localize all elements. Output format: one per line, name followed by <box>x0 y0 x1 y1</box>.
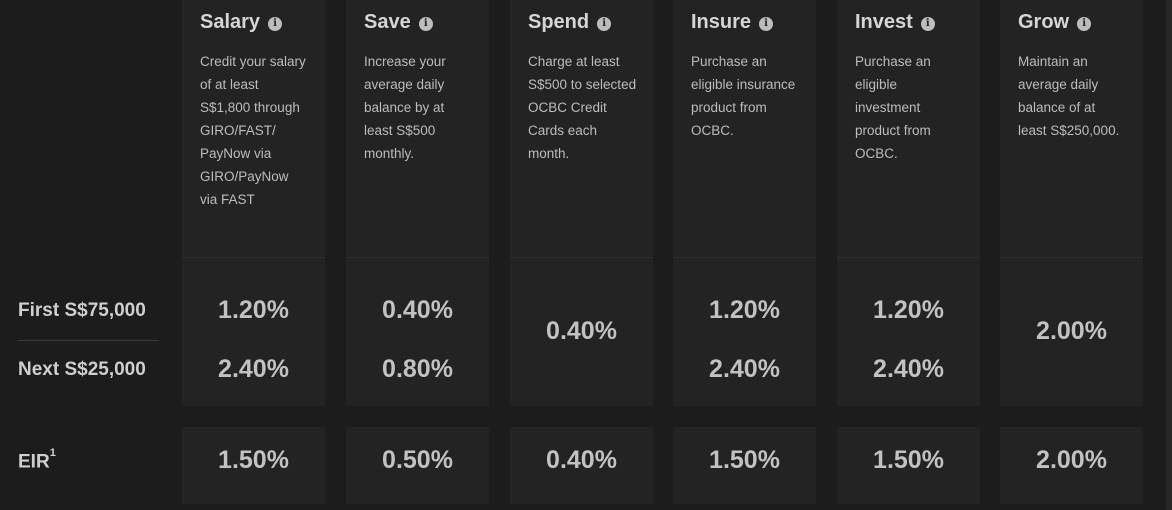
row-label-eir: EIR1 <box>18 447 56 473</box>
category-title: Insure i <box>691 11 774 34</box>
info-icon[interactable]: i <box>920 16 935 31</box>
rate-first: 0.40% <box>382 296 453 324</box>
scroll-edge <box>1166 0 1172 510</box>
rate-merged: 2.00% <box>1036 317 1107 345</box>
rate-card <box>346 258 489 406</box>
eir-card <box>182 427 325 504</box>
category-description: Credit your salary of at least S$1,800 t… <box>200 54 306 207</box>
row-divider <box>18 340 159 341</box>
rate-next: 2.40% <box>873 355 944 383</box>
rate-eir: 2.00% <box>1036 446 1107 474</box>
category-title: Save i <box>364 11 433 34</box>
category-title: Spend i <box>528 11 612 34</box>
eir-card <box>1000 427 1143 504</box>
eir-card <box>673 427 816 504</box>
rate-eir: 1.50% <box>218 446 289 474</box>
rate-first: 1.20% <box>218 296 289 324</box>
rate-card <box>673 258 816 406</box>
eir-card <box>837 427 980 504</box>
rate-next: 2.40% <box>218 355 289 383</box>
rate-eir: 0.40% <box>546 446 617 474</box>
category-title: Invest i <box>855 11 935 34</box>
category-card: Save i Increase your average daily balanc… <box>346 0 489 258</box>
rate-first: 1.20% <box>873 296 944 324</box>
category-description: Purchase an eligible investment product … <box>855 54 931 161</box>
row-label-next: Next S$25,000 <box>18 359 146 380</box>
rate-eir: 0.50% <box>382 446 453 474</box>
rate-eir: 1.50% <box>873 446 944 474</box>
eir-card <box>346 427 489 504</box>
category-card: Spend i Charge at least S$500 to selected… <box>510 0 653 258</box>
category-card: Invest i Purchase an eligible investment … <box>837 0 980 258</box>
rate-merged: 0.40% <box>546 317 617 345</box>
info-icon[interactable]: i <box>759 16 774 31</box>
rate-first: 1.20% <box>709 296 780 324</box>
rate-eir: 1.50% <box>709 446 780 474</box>
category-card: Insure i Purchase an eligible insurance p… <box>673 0 816 258</box>
info-icon[interactable]: i <box>268 16 283 31</box>
info-icon[interactable]: i <box>1077 16 1092 31</box>
eir-card <box>510 427 653 504</box>
row-label-first: First S$75,000 <box>18 300 146 321</box>
category-title: Salary i <box>200 11 283 34</box>
category-card: Grow i Maintain an average daily balance … <box>1000 0 1143 258</box>
category-description: Maintain an average daily balance of at … <box>1018 54 1120 138</box>
rate-next: 2.40% <box>709 355 780 383</box>
info-icon[interactable]: i <box>418 16 433 31</box>
rate-card <box>510 258 653 406</box>
category-description: Purchase an eligible insurance product f… <box>691 54 796 138</box>
rate-next: 0.80% <box>382 355 453 383</box>
category-description: Charge at least S$500 to selected OCBC C… <box>528 54 637 161</box>
info-icon[interactable]: i <box>597 16 612 31</box>
category-card: Salary i Credit your salary of at least S… <box>182 0 325 258</box>
rate-card <box>837 258 980 406</box>
rate-card <box>182 258 325 406</box>
category-title: Grow i <box>1018 11 1092 34</box>
footnote-ref[interactable]: 1 <box>49 447 56 459</box>
category-description: Increase your average daily balance by a… <box>364 54 446 161</box>
rate-card <box>1000 258 1143 406</box>
